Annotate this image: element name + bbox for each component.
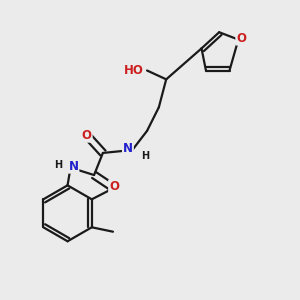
Text: N: N <box>68 160 78 173</box>
Text: H: H <box>54 160 62 170</box>
Text: N: N <box>123 142 133 155</box>
Text: O: O <box>109 180 119 193</box>
Text: H: H <box>142 151 150 161</box>
Text: O: O <box>82 129 92 142</box>
Text: HO: HO <box>124 64 144 77</box>
Text: O: O <box>236 32 246 45</box>
